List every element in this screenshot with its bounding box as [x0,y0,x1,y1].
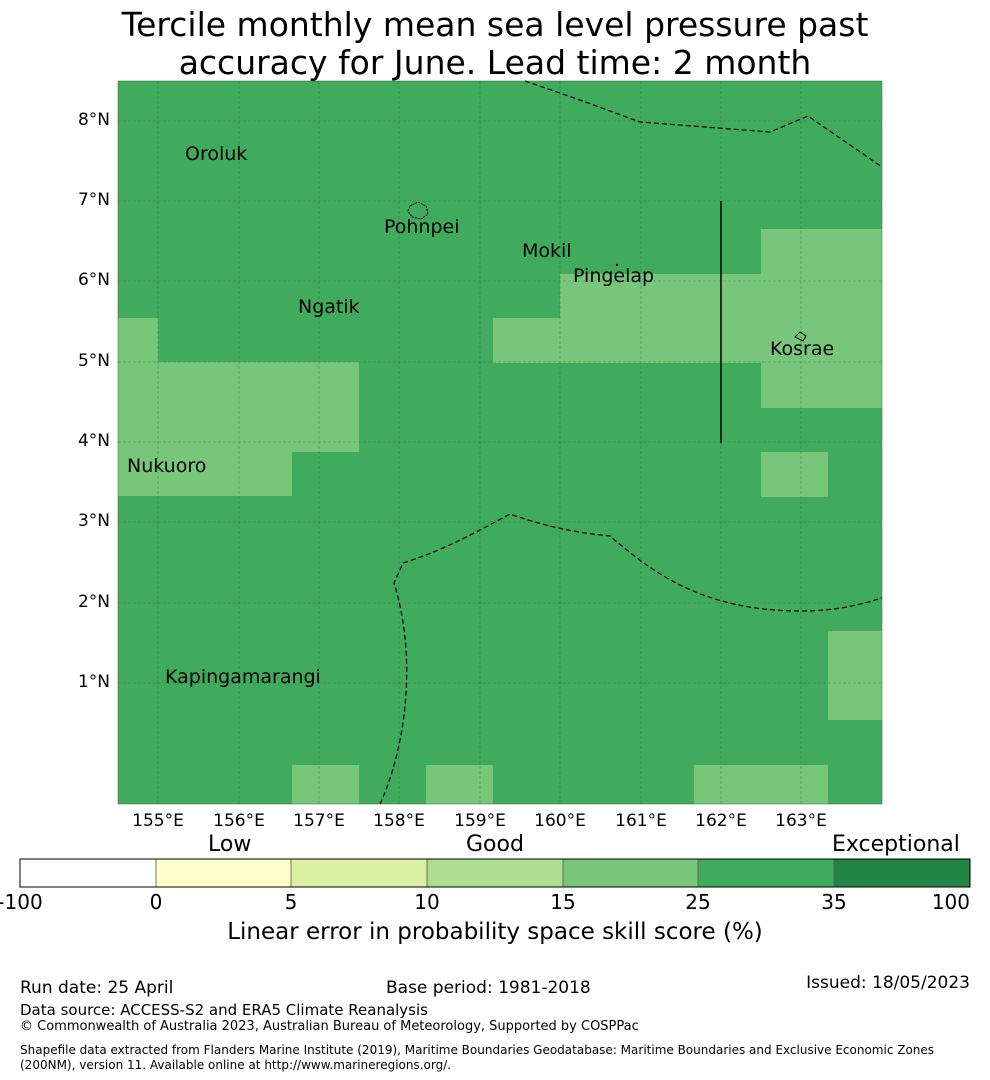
lon-label-158e: 158°E [373,811,425,831]
lon-label-161e: 161°E [615,811,667,831]
base-period: Base period: 1981-2018 [386,978,591,998]
lon-label-162e: 162°E [695,811,747,831]
pingelap-atoll-dot [615,263,619,267]
lat-label-2n: 2°N [77,592,110,612]
colorbar-tick-100: 100 [931,890,970,914]
colorbar-tick-0: 0 [149,890,163,914]
patch-south-3 [694,765,828,804]
place-label-kosrae: Kosrae [770,338,835,360]
colorbar-tick-5: 5 [284,890,298,914]
patch-east-edge [828,631,882,720]
lat-label-5n: 5°N [77,351,110,371]
lon-label-155e: 155°E [132,811,184,831]
patch-pingelap [560,274,762,363]
lon-label-159e: 159°E [454,811,506,831]
colorbar-tick-35: 35 [821,890,847,914]
colorbar-segment-5 [563,859,698,887]
title-line-1: Tercile monthly mean sea level pressure … [121,5,869,44]
place-label-ngatik: Ngatik [298,296,360,318]
patch-east-small [761,452,828,497]
lon-label-163e: 163°E [775,811,827,831]
pohnpei-island-outline [407,201,429,220]
lat-label-7n: 7°N [77,190,110,210]
colorbar-tick-25: 25 [685,890,711,914]
colorbar [19,858,971,888]
colorbar-tick-10: 10 [414,890,440,914]
colorbar-tick-minus100: -100 [0,890,43,914]
lon-label-156e: 156°E [213,811,265,831]
place-label-kapingamarangi: Kapingamarangi [165,666,321,688]
place-label-pohnpei: Pohnpei [384,216,460,238]
patch-south-2 [426,765,493,804]
lon-label-160e: 160°E [534,811,586,831]
lat-label-3n: 3°N [77,511,110,531]
category-good: Good [466,832,524,857]
map-title: Tercile monthly mean sea level pressure … [0,6,990,82]
lat-label-1n: 1°N [77,672,110,692]
colorbar-segment-4 [427,859,563,887]
patch-west-band [118,362,359,452]
colorbar-tick-15: 15 [550,890,576,914]
place-label-oroluk: Oroluk [185,143,248,165]
run-date: Run date: 25 April [20,978,174,998]
place-label-mokil: Mokil [522,240,572,262]
patch-south-1 [292,765,359,804]
patch-nukuoro [118,451,292,496]
lat-label-4n: 4°N [77,431,110,451]
colorbar-frame [19,858,971,888]
colorbar-segment-3 [291,859,427,887]
colorbar-segment-2 [156,859,291,887]
colorbar-label: Linear error in probability space skill … [227,919,763,945]
category-exceptional: Exceptional [832,832,960,857]
category-low: Low [208,832,252,857]
eez-boundary-south [379,513,883,805]
kosrae-island-outline [794,331,807,342]
patch-west-edge [118,318,158,363]
patch-kosrae-north [761,229,882,408]
eez-boundaries [379,80,883,805]
map-frame [117,80,883,805]
issued-date: Issued: 18/05/2023 [806,973,970,993]
data-source: Data source: ACCESS-S2 and ERA5 Climate … [20,1001,428,1019]
lon-label-157e: 157°E [293,811,345,831]
place-label-pingelap: Pingelap [573,265,655,287]
place-label-nukuoro: Nukuoro [127,455,207,477]
patch-mokil [493,318,561,363]
colorbar-segment-1 [20,859,156,887]
copyright: © Commonwealth of Australia 2023, Austra… [20,1019,639,1034]
lat-label-8n: 8°N [77,110,110,130]
title-line-2: accuracy for June. Lead time: 2 month [178,43,812,82]
shapefile-credit: Shapefile data extracted from Flanders M… [20,1043,935,1072]
colorbar-segment-6 [698,859,834,887]
lat-label-6n: 6°N [77,270,110,290]
colorbar-segment-7 [834,859,970,887]
eez-boundary-north [524,80,883,168]
